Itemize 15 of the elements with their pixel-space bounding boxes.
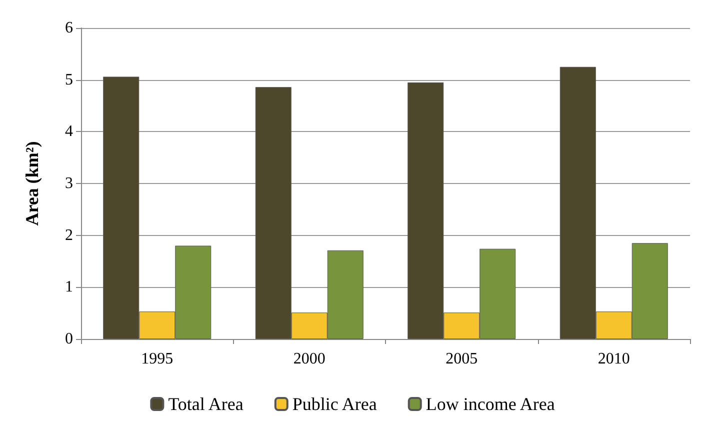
y-axis-title: Area (km²) — [22, 141, 42, 226]
x-tick-label: 2010 — [598, 350, 630, 368]
legend-label: Total Area — [168, 394, 244, 414]
y-tick-label: 5 — [65, 71, 73, 88]
legend-label: Low income Area — [426, 394, 555, 414]
y-tick-label: 3 — [65, 175, 73, 192]
y-tick-label: 2 — [65, 226, 73, 244]
x-tick-label: 2005 — [446, 350, 478, 368]
y-tick-label: 0 — [65, 330, 73, 348]
y-tick-label: 1 — [65, 278, 73, 296]
x-tick-label: 2000 — [293, 350, 326, 368]
y-tick-label: 4 — [65, 123, 73, 140]
y-tick-label: 6 — [65, 20, 73, 36]
x-tick-label: 1995 — [141, 350, 174, 368]
legend-label: Public Area — [292, 394, 377, 414]
